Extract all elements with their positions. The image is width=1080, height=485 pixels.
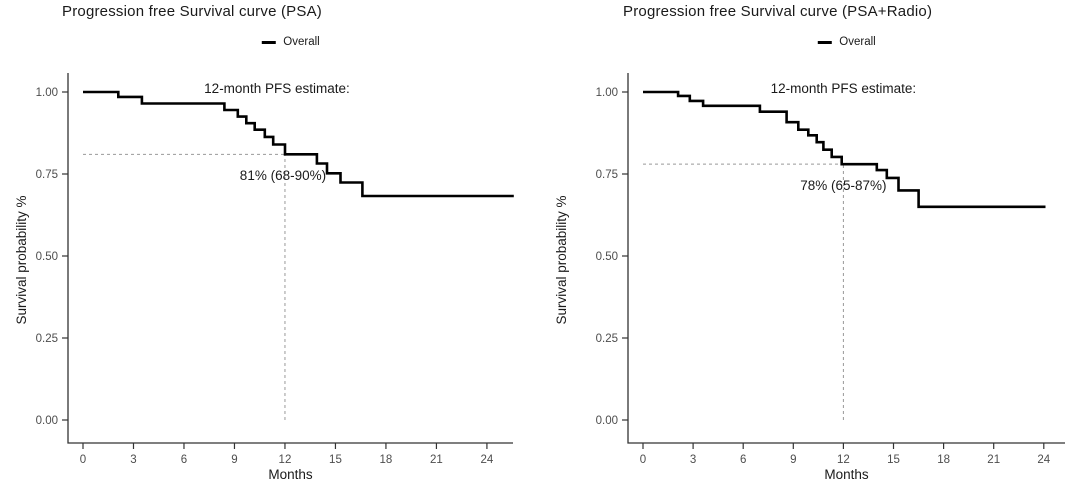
survival-plot: 0.00 0.25 0.50 0.75 1.00 0 3 6 9 12 15 18 21 24 Months…: [14, 73, 514, 482]
x-tick-label: 12: [279, 454, 292, 466]
chart-title: Progression free Survival curve (PSA): [62, 3, 322, 20]
x-axis-title: Months: [268, 467, 313, 482]
y-tick-label: 0.50: [596, 251, 618, 263]
x-tick-label: 24: [1037, 454, 1050, 466]
survival-curve: [83, 90, 514, 198]
y-axis-title: Survival probability %: [14, 195, 29, 324]
x-tick-label: 3: [130, 454, 136, 466]
x-tick-label: 9: [790, 454, 796, 466]
x-tick-label: 21: [987, 454, 1000, 466]
y-tick-label: 0.75: [596, 169, 618, 181]
x-tick-label: 18: [380, 454, 393, 466]
annotation-estimate-value: 78% (65-87%): [800, 178, 887, 193]
y-tick-label: 1.00: [36, 87, 58, 99]
y-tick-label: 0.25: [596, 333, 618, 345]
x-tick-label: 21: [430, 454, 443, 466]
x-tick-label: 3: [690, 454, 696, 466]
y-tick-label: 0.00: [36, 415, 58, 427]
x-axis-title: Months: [824, 467, 869, 482]
survival-plot: 0.00 0.25 0.50 0.75 1.00 0 3 6 9 12 15 18 21 24 Months…: [554, 73, 1065, 482]
y-tick-label: 0.00: [596, 415, 618, 427]
x-tick-label: 18: [937, 454, 950, 466]
legend-line-swatch: [261, 40, 276, 44]
y-axis-title: Survival probability %: [554, 195, 569, 324]
survival-curve: [643, 90, 1046, 209]
reference-dashed-lines: [83, 153, 286, 420]
y-tick-label: 0.50: [36, 251, 58, 263]
y-tick-label: 0.25: [36, 333, 58, 345]
x-tick-label: 0: [640, 454, 646, 466]
x-tick-label: 6: [740, 454, 746, 466]
x-tick-label: 15: [887, 454, 900, 466]
annotation-12mo-label: 12-month PFS estimate:: [204, 81, 350, 96]
x-tick-label: 15: [329, 454, 342, 466]
legend: Overall: [817, 36, 876, 48]
legend-line-swatch: [817, 40, 832, 44]
x-tick-label: 0: [80, 454, 86, 466]
y-tick-label: 1.00: [596, 87, 618, 99]
x-tick-label: 24: [481, 454, 494, 466]
x-tick-label: 9: [231, 454, 237, 466]
reference-dashed-lines: [643, 163, 844, 420]
km-panel-psa: Progression free Survival curve (PSA) Ov…: [14, 3, 514, 482]
legend: Overall: [261, 36, 320, 48]
axis-lines: [67, 73, 513, 444]
axis-lines: [627, 73, 1065, 444]
chart-title: Progression free Survival curve (PSA+Rad…: [623, 3, 933, 20]
legend-label: Overall: [839, 36, 876, 48]
x-tick-label: 12: [837, 454, 850, 466]
annotation-estimate-value: 81% (68-90%): [239, 168, 327, 183]
y-tick-label: 0.75: [36, 169, 58, 181]
x-tick-label: 6: [181, 454, 187, 466]
km-panel-psa-radio: Progression free Survival curve (PSA+Rad…: [540, 0, 1080, 485]
legend-label: Overall: [283, 36, 320, 48]
annotation-12mo-label: 12-month PFS estimate:: [770, 81, 917, 96]
